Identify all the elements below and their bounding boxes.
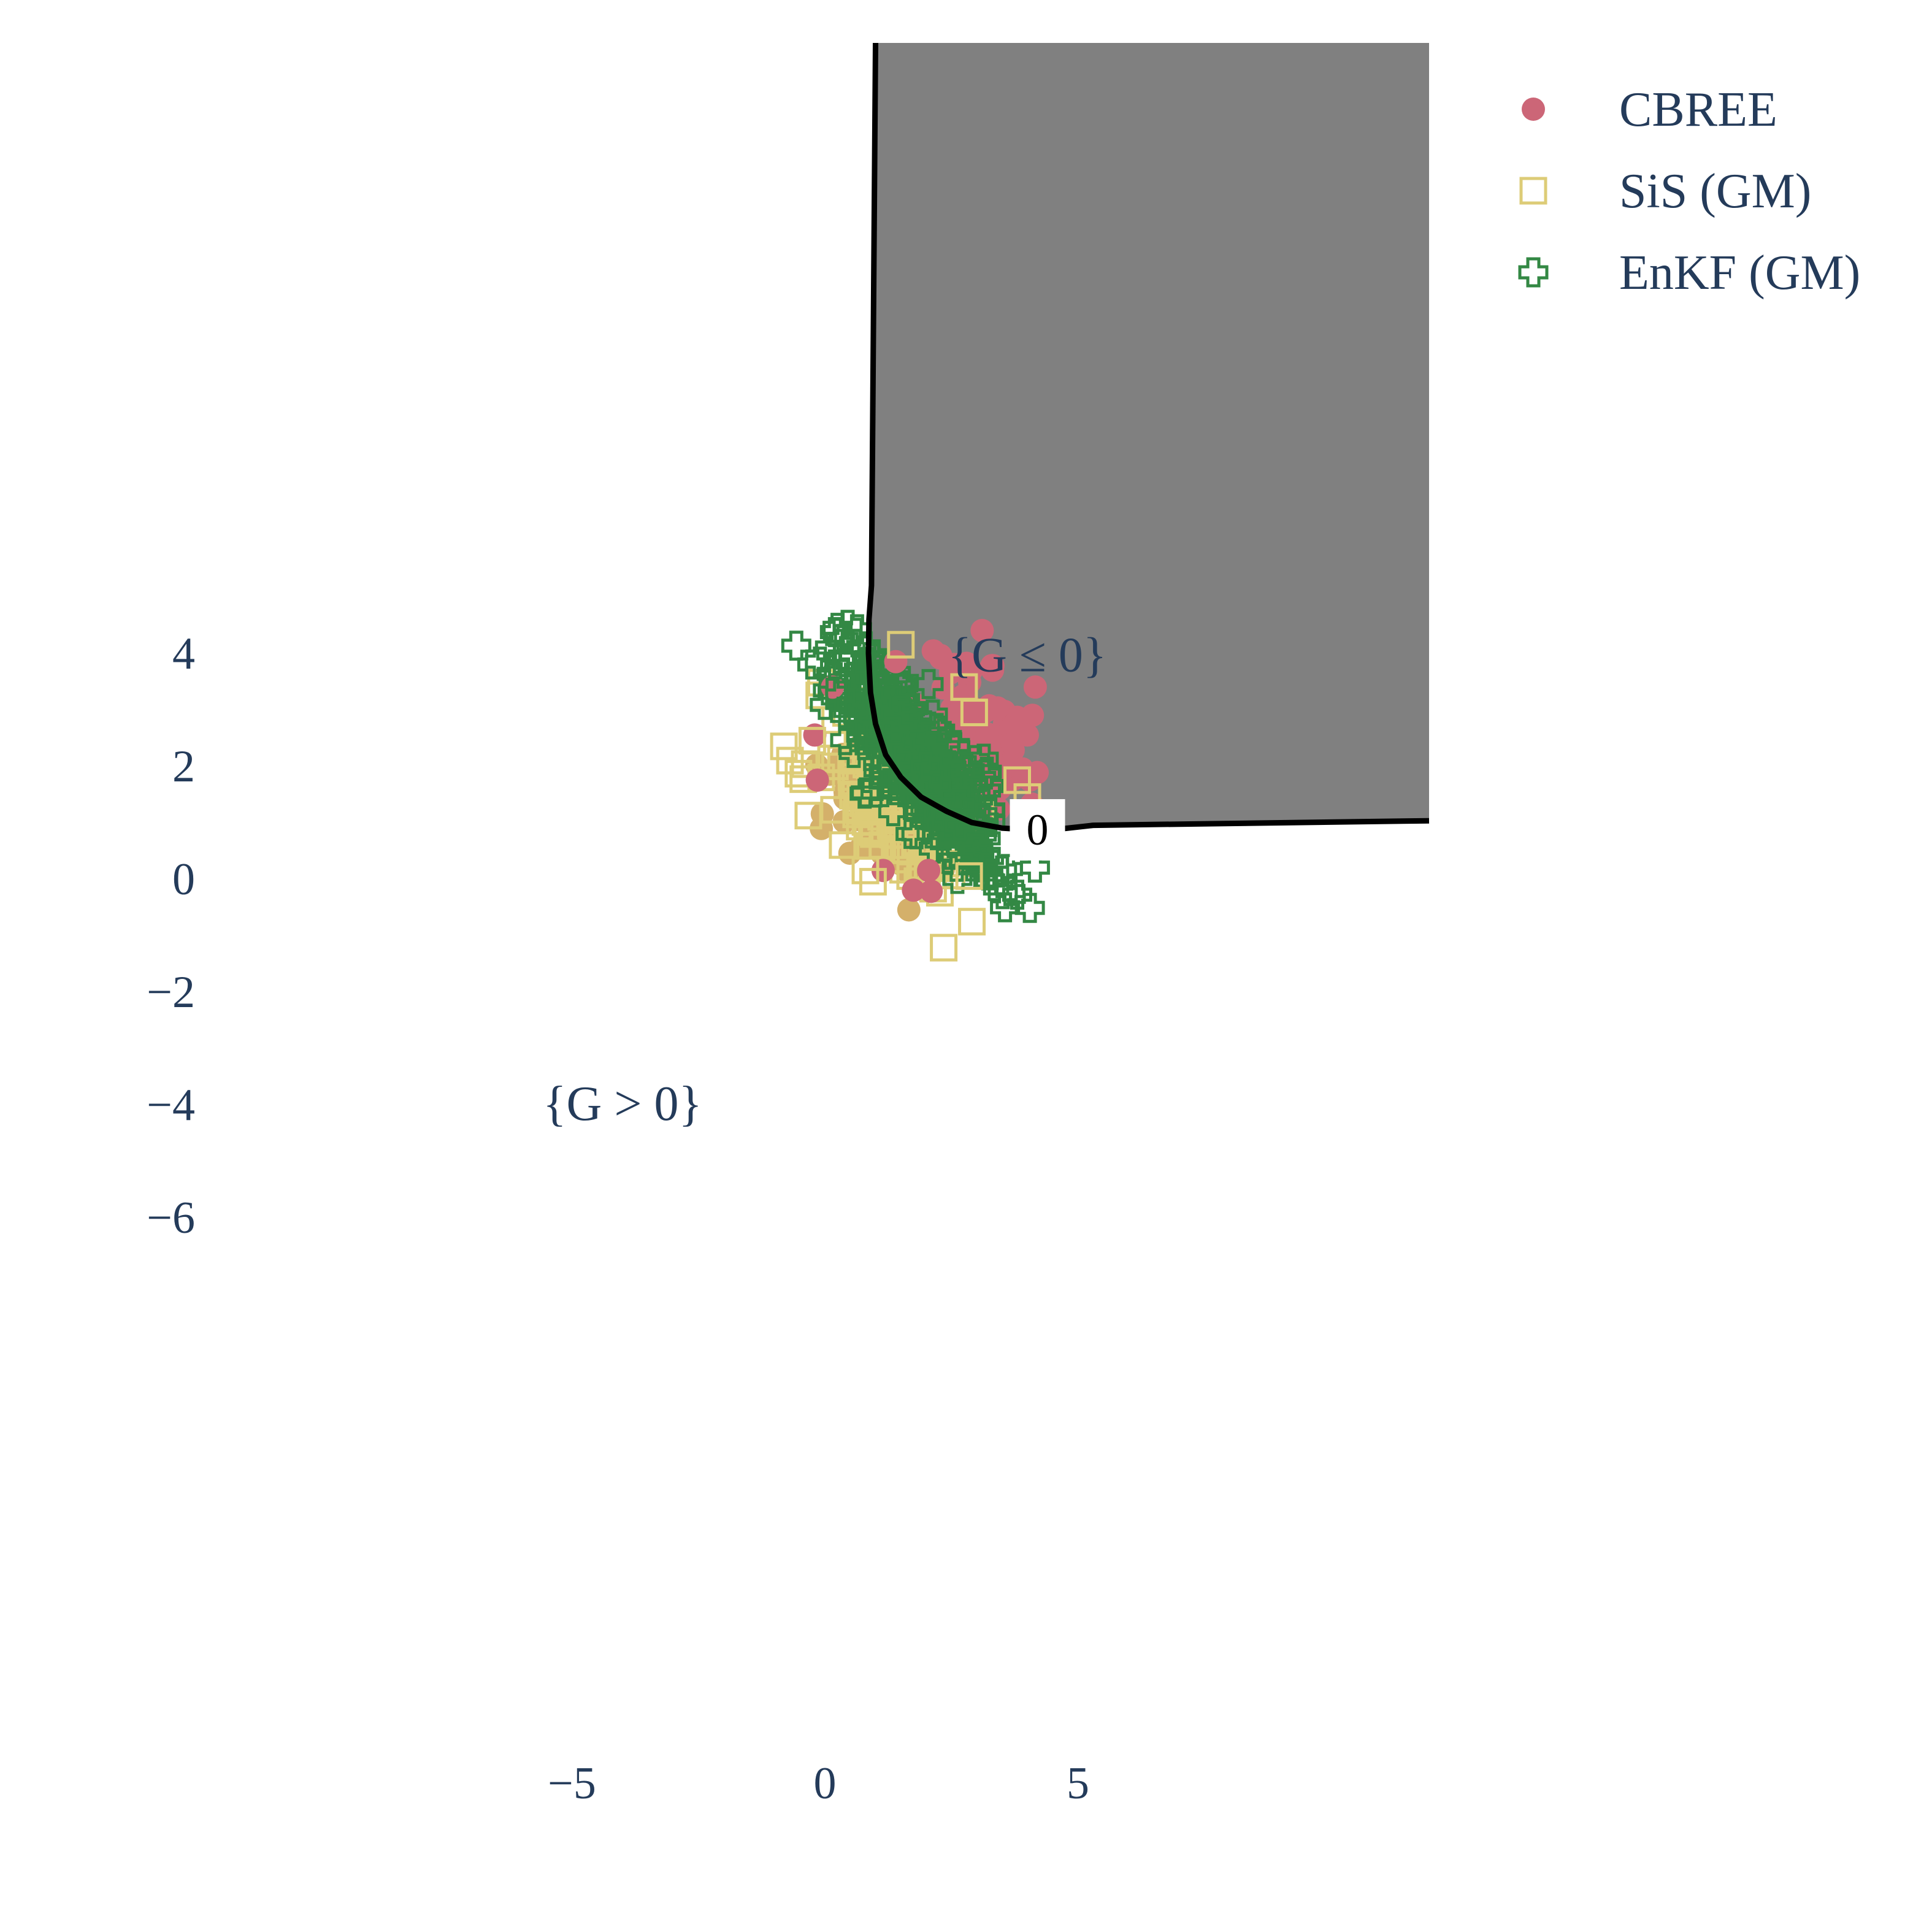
enkf-gm-point xyxy=(902,702,932,733)
cbree-point xyxy=(919,880,943,903)
sis-gm-point xyxy=(887,631,915,659)
sis-gm-point xyxy=(776,746,804,775)
cbree-point xyxy=(975,722,999,746)
enkf-gm-point xyxy=(854,651,885,682)
enkf-gm-point xyxy=(972,756,1002,787)
enkf-gm-point xyxy=(975,794,1006,825)
cbree-point xyxy=(917,859,941,883)
sis-gm-point xyxy=(794,802,822,830)
cbree-point xyxy=(902,878,926,902)
legend-marker xyxy=(1518,257,1549,288)
y-tick-label: −2 xyxy=(147,967,195,1018)
enkf-gm-point xyxy=(918,699,948,730)
cbree-point xyxy=(805,769,829,792)
enkf-gm-point xyxy=(901,819,932,849)
enkf-gm-point xyxy=(805,646,835,677)
sis-gm-point xyxy=(829,831,857,859)
x-tick-label: 0 xyxy=(814,1758,837,1809)
x-tick-label: −5 xyxy=(548,1758,596,1809)
legend-label: CBREE xyxy=(1619,83,1777,137)
enkf-gm-point xyxy=(861,688,892,718)
enkf-gm-point xyxy=(797,649,827,680)
enkf-gm-point xyxy=(920,757,951,788)
y-tick-label: 4 xyxy=(172,629,195,679)
legend-item-enkf-gm: EnKF (GM) xyxy=(1518,246,1860,300)
axis-ticks-layer: −5 0 5 4 2 0 −2 −4 −6 xyxy=(147,629,1089,1809)
legend-label: SiS (GM) xyxy=(1619,164,1811,218)
legend-item-cbree: CBREE xyxy=(1522,83,1777,137)
cbree-point xyxy=(1021,703,1045,727)
cbree-outlier-points xyxy=(803,650,1045,903)
enkf-gm-point xyxy=(1002,880,1032,910)
cbree-point xyxy=(970,619,994,643)
cbree-point xyxy=(955,651,978,675)
enkf-gm-point xyxy=(913,669,944,699)
contour-level-label: 0 xyxy=(1027,805,1049,854)
sis-gm-point xyxy=(958,908,986,936)
legend-label: EnKF (GM) xyxy=(1619,246,1860,300)
y-tick-label: −4 xyxy=(147,1080,195,1130)
enkf-gm-point xyxy=(820,649,850,680)
annotation-layer: {G ≤ 0} {G > 0} xyxy=(543,629,1106,1131)
enkf-gm-point xyxy=(843,703,874,734)
sis-gm-point xyxy=(960,699,988,727)
enkf-gm-point xyxy=(941,851,972,882)
legend-marker xyxy=(1519,177,1547,205)
legend: CBREE SiS (GM) EnKF (GM) xyxy=(1518,83,1860,300)
sis-gm-point xyxy=(1003,766,1031,794)
y-tick-label: −6 xyxy=(147,1193,195,1243)
enkf-gm-point xyxy=(919,834,949,864)
sis-gm-point xyxy=(798,727,826,755)
cbree-point xyxy=(897,898,921,922)
contour-label-gap xyxy=(1010,799,1065,861)
sis-gm-point xyxy=(955,862,983,890)
enkf-gm-point xyxy=(878,796,908,827)
legend-marker xyxy=(1522,98,1545,121)
scatter-points-layer xyxy=(770,610,1050,962)
limit-state-boundary-layer: 0 xyxy=(865,42,1430,861)
legend-item-sis-gm: SiS (GM) xyxy=(1519,164,1811,218)
cbree-point xyxy=(1023,675,1047,699)
cbree-point xyxy=(986,696,1010,720)
sis-gm-point xyxy=(877,810,905,838)
enkf-gm-point xyxy=(925,715,956,746)
cbree-point xyxy=(1000,732,1024,756)
cbree-point xyxy=(980,654,1004,678)
enkf-gm-point xyxy=(987,855,1018,886)
enkf-gm-point xyxy=(815,632,845,663)
region-annotation: {G ≤ 0} xyxy=(948,629,1106,683)
sis-gm-point xyxy=(842,800,870,829)
y-tick-label: 2 xyxy=(172,742,195,792)
failure-region-layer xyxy=(868,43,1429,830)
enkf-gm-point xyxy=(962,833,992,864)
sis-gm-point xyxy=(851,856,880,884)
enkf-gm-point xyxy=(846,720,876,751)
y-tick-label: 0 xyxy=(172,854,195,905)
sis-gm-point xyxy=(770,732,798,761)
enkf-gm-point xyxy=(825,680,856,711)
enkf-gm-point xyxy=(817,677,848,708)
enkf-gm-point xyxy=(1019,853,1050,883)
x-tick-label: 5 xyxy=(1067,1758,1089,1809)
enkf-gm-point xyxy=(851,777,881,808)
enkf-gm-point xyxy=(940,778,971,808)
failure-region xyxy=(868,43,1429,830)
region-annotation: {G > 0} xyxy=(543,1077,702,1131)
sis-gm-point xyxy=(930,933,958,962)
enkf-gm-point xyxy=(894,773,924,803)
